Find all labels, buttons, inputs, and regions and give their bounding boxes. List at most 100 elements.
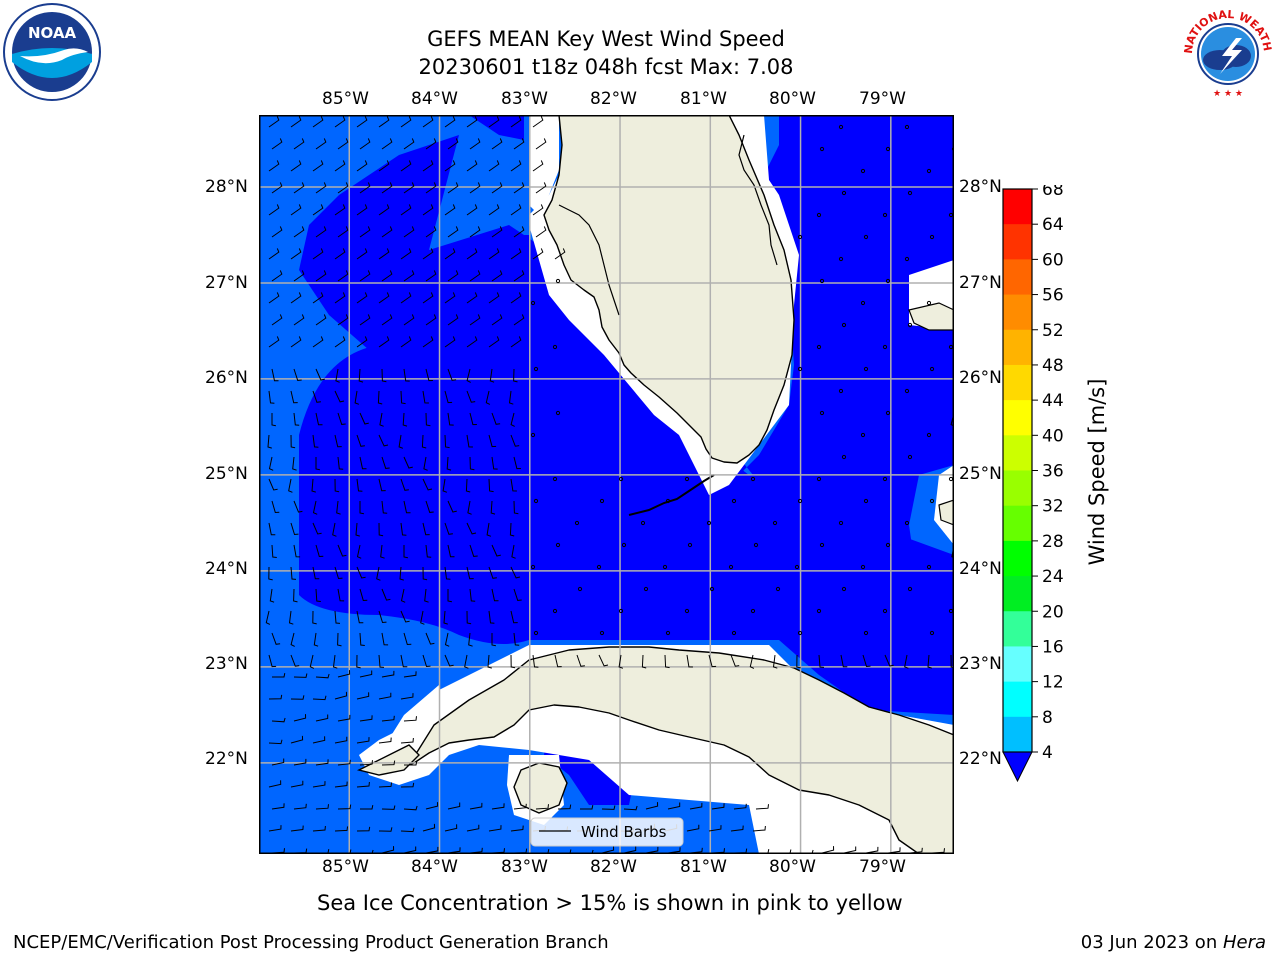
wind-barb bbox=[293, 138, 305, 150]
wind-barb bbox=[315, 759, 329, 766]
wind-barb bbox=[535, 804, 549, 810]
wind-barb bbox=[887, 847, 901, 854]
calm-barb bbox=[838, 520, 844, 526]
calm-barb bbox=[530, 432, 536, 438]
lat-tick-right: 23°N bbox=[959, 654, 1002, 674]
calm-barb bbox=[552, 608, 558, 614]
wind-barb bbox=[491, 412, 501, 425]
wind-barb bbox=[334, 204, 346, 216]
wind-barb bbox=[442, 478, 448, 493]
wind-barb bbox=[312, 522, 322, 535]
wind-barb bbox=[491, 803, 505, 810]
calm-barb bbox=[860, 564, 866, 570]
calm-barb bbox=[684, 476, 690, 482]
wind-barb bbox=[378, 654, 385, 668]
wind-barb bbox=[268, 694, 283, 700]
wind-barb bbox=[444, 204, 456, 216]
wind-barb bbox=[510, 336, 522, 348]
calm-barb bbox=[860, 168, 866, 174]
wind-barb bbox=[510, 292, 522, 304]
wind-barb bbox=[290, 654, 300, 667]
wind-barb bbox=[485, 390, 491, 405]
calm-barb bbox=[797, 366, 803, 372]
wind-barb bbox=[444, 116, 456, 128]
wind-barb bbox=[290, 735, 304, 744]
wind-barb bbox=[312, 434, 319, 448]
calm-barb bbox=[816, 608, 822, 614]
wind-barb bbox=[268, 522, 276, 536]
wind-barb bbox=[469, 588, 476, 602]
wind-barb bbox=[334, 336, 346, 348]
wind-barb bbox=[354, 390, 360, 405]
wind-barb bbox=[315, 182, 327, 194]
wind-barb bbox=[425, 412, 431, 427]
colorbar-segment bbox=[1003, 189, 1032, 225]
legend-label: Wind Barbs bbox=[581, 823, 667, 841]
wind-barb bbox=[378, 204, 390, 216]
wind-barb bbox=[554, 654, 562, 668]
wind-barb bbox=[535, 182, 547, 194]
wind-barb bbox=[337, 714, 351, 722]
colorbar-segment bbox=[1003, 646, 1032, 683]
wind-barb bbox=[290, 566, 297, 580]
colorbar-segment bbox=[1003, 505, 1032, 542]
wind-barb bbox=[513, 588, 522, 601]
lat-tick-left: 26°N bbox=[205, 368, 248, 388]
wind-barb bbox=[356, 654, 361, 669]
colorbar-segment bbox=[1003, 224, 1032, 260]
wind-barb bbox=[403, 805, 418, 811]
wind-barb bbox=[378, 610, 387, 624]
wind-barb bbox=[268, 654, 277, 668]
wind-barb bbox=[271, 368, 279, 382]
wind-barb bbox=[466, 566, 474, 580]
wind-barb bbox=[510, 610, 518, 624]
wind-barb bbox=[315, 457, 321, 471]
wind-barb bbox=[293, 270, 305, 282]
wind-barb bbox=[733, 803, 747, 810]
wind-barb bbox=[862, 654, 871, 668]
wind-barb bbox=[312, 204, 324, 216]
wind-barb bbox=[271, 314, 283, 326]
wind-barb bbox=[356, 248, 368, 260]
wind-barb bbox=[491, 226, 503, 238]
wind-barb bbox=[271, 226, 283, 238]
wind-barb bbox=[360, 804, 374, 810]
wind-barb bbox=[356, 544, 362, 559]
wind-barb bbox=[444, 336, 456, 348]
land-cuba bbox=[408, 646, 954, 854]
lon-tick-bottom: 85°W bbox=[322, 857, 369, 877]
wind-barb bbox=[466, 390, 476, 403]
wind-barb bbox=[576, 654, 585, 667]
lat-tick-right: 27°N bbox=[959, 273, 1002, 293]
wind-barb bbox=[425, 270, 437, 282]
wind-barb bbox=[424, 588, 429, 603]
wind-barb bbox=[337, 270, 349, 282]
wind-barb bbox=[337, 804, 352, 810]
wind-barb bbox=[271, 182, 283, 194]
wind-barb bbox=[268, 456, 274, 471]
wind-barb bbox=[513, 456, 521, 470]
wind-barb bbox=[378, 782, 393, 788]
wind-barb bbox=[491, 544, 501, 557]
calm-barb bbox=[819, 278, 825, 284]
wind-barb bbox=[730, 654, 740, 667]
calm-barb bbox=[775, 586, 781, 592]
wind-barb bbox=[312, 292, 324, 304]
calm-barb bbox=[929, 630, 935, 636]
wind-barb bbox=[444, 292, 456, 304]
calm-barb bbox=[731, 630, 737, 636]
wind-barb bbox=[487, 654, 492, 669]
wind-barb bbox=[488, 610, 495, 624]
wind-barb bbox=[513, 138, 525, 150]
wind-barb bbox=[378, 522, 384, 537]
colorbar-segment bbox=[1003, 259, 1032, 296]
calm-barb bbox=[574, 520, 580, 526]
wind-barb bbox=[334, 292, 346, 304]
colorbar-tick-label: 40 bbox=[1042, 426, 1064, 446]
wind-barb bbox=[337, 138, 349, 150]
wind-barb bbox=[356, 826, 371, 832]
wind-barb bbox=[403, 671, 417, 678]
colorbar-segment bbox=[1003, 294, 1032, 331]
calm-barb bbox=[797, 234, 803, 240]
wind-barb bbox=[293, 544, 301, 558]
